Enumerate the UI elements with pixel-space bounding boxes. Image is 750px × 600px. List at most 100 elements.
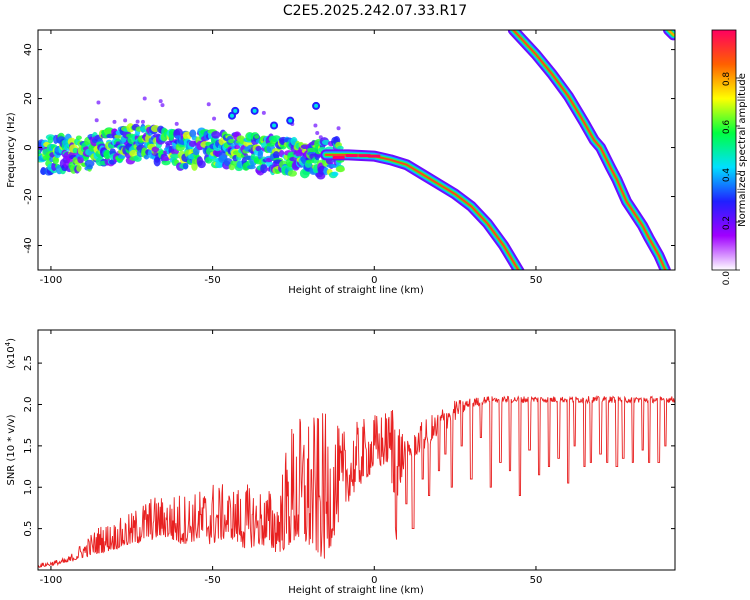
spectrogram-ridge bbox=[512, 30, 667, 270]
spectrogram-speck bbox=[123, 118, 128, 123]
spectrogram-cell bbox=[76, 164, 82, 172]
spectrogram-cell bbox=[257, 149, 263, 160]
spectrogram-cell bbox=[47, 136, 54, 144]
spectrogram-cell bbox=[75, 135, 82, 140]
colorbar-ticks: 0.0 0.2 0.4 0.6 0.8 bbox=[722, 72, 740, 286]
spectrogram-cell bbox=[211, 130, 221, 139]
spectrogram-cell bbox=[336, 145, 344, 151]
spectrogram-speck bbox=[315, 131, 320, 136]
snr-exponent-power: 4 bbox=[4, 341, 12, 346]
spectrogram-ridge-corner bbox=[663, 30, 675, 41]
colorbar-tick-label: 0.8 bbox=[722, 72, 732, 87]
spectrogram-speck bbox=[140, 119, 145, 124]
y-tick-label: 2.0 bbox=[23, 397, 34, 413]
colorbar-gradient bbox=[711, 29, 737, 271]
chart-title: C2E5.2025.242.07.33.R17 bbox=[283, 3, 467, 19]
colorbar: 0.0 0.2 0.4 0.6 0.8 Normalized spectral ampl… bbox=[711, 29, 748, 286]
spectrogram-hotspot bbox=[368, 154, 381, 158]
spectrogram-speck bbox=[158, 99, 163, 104]
spectrogram-cell bbox=[161, 160, 171, 166]
spectrogram-speck bbox=[174, 121, 179, 126]
spectrogram-hotspots bbox=[332, 154, 381, 159]
colorbar-tick-label: 0.0 bbox=[722, 271, 732, 286]
spectrogram-ridge bbox=[667, 30, 675, 36]
spectrogram-speck bbox=[94, 118, 99, 123]
x-tick-label: 50 bbox=[530, 275, 543, 286]
spectrogram-cell bbox=[143, 154, 150, 160]
spectrogram-cell bbox=[151, 146, 160, 153]
spectrogram-x-label: Height of straight line (km) bbox=[288, 285, 424, 296]
snr-x-axis: -100 -50 0 50 bbox=[40, 330, 543, 586]
spectrogram-cell bbox=[114, 134, 122, 139]
spectrogram-cell bbox=[260, 163, 268, 174]
spectrogram-x-axis: -100 -50 0 50 bbox=[40, 30, 543, 286]
x-tick-label: -50 bbox=[204, 275, 220, 286]
spectrogram-hotspot bbox=[358, 154, 371, 158]
spectrogram-speck bbox=[142, 96, 147, 101]
spectrogram-blob-core bbox=[272, 123, 277, 128]
snr-exponent-close: ) bbox=[6, 338, 17, 342]
spectrogram-y-label: Frequency (Hz) bbox=[6, 112, 17, 188]
colorbar-tick-label: 0.2 bbox=[722, 216, 732, 230]
spectrogram-cell bbox=[67, 137, 76, 146]
spectrogram-cell bbox=[234, 144, 241, 150]
spectrogram-speck bbox=[336, 126, 341, 131]
spectrogram-cell bbox=[161, 156, 171, 161]
spectrogram-speck bbox=[96, 100, 101, 105]
spectrogram-y-axis: -40 -20 0 20 40 bbox=[23, 43, 675, 254]
colorbar-tick-label: 0.6 bbox=[722, 120, 732, 135]
spectrogram-cell bbox=[84, 159, 95, 168]
snr-exponent-base: (x10 bbox=[6, 346, 17, 369]
y-tick-label: 0.5 bbox=[23, 521, 34, 537]
spectrogram-hotspot bbox=[332, 155, 345, 159]
spectrogram-layer bbox=[38, 30, 675, 270]
spectrogram-speck bbox=[313, 123, 318, 128]
spectrogram-cell bbox=[331, 171, 339, 177]
spectrogram-frame bbox=[37, 29, 676, 271]
x-tick-label: 50 bbox=[530, 575, 543, 586]
y-tick-label: 40 bbox=[23, 43, 34, 56]
x-tick-label: -100 bbox=[40, 575, 63, 586]
spectrogram-cell bbox=[287, 170, 298, 177]
colorbar-tick-label: 0.4 bbox=[722, 168, 732, 183]
y-tick-label: 1.0 bbox=[23, 479, 34, 495]
spectrogram-blob-core bbox=[233, 108, 238, 113]
snr-exponent: (x104) bbox=[4, 338, 17, 369]
spectrogram-blob-core bbox=[230, 113, 235, 118]
y-tick-label: 20 bbox=[23, 92, 34, 105]
spectrogram-cell bbox=[335, 166, 345, 173]
spectrogram-speck bbox=[135, 119, 140, 124]
spectrogram-cell bbox=[103, 149, 112, 160]
spectrogram-cell bbox=[197, 160, 206, 169]
y-tick-label: 0 bbox=[23, 144, 34, 150]
spectrogram-blob-core bbox=[314, 103, 319, 108]
spectrogram-panel: -100 -50 0 50 -40 -20 0 20 40 Height of straigh… bbox=[6, 29, 676, 296]
spectrogram-cell bbox=[170, 153, 180, 159]
snr-y-label: SNR (10 * v/v) bbox=[6, 414, 17, 485]
spectrogram-blob-core bbox=[252, 108, 257, 113]
spectrogram-cell bbox=[173, 128, 183, 137]
snr-series-line bbox=[38, 395, 675, 569]
spectrogram-cell bbox=[117, 154, 126, 159]
x-tick-label: 0 bbox=[371, 575, 377, 586]
spectrogram-cell bbox=[182, 162, 189, 170]
snr-x-label: Height of straight line (km) bbox=[288, 585, 424, 596]
y-tick-label: 2.5 bbox=[23, 355, 34, 371]
spectrogram-speck bbox=[112, 119, 117, 124]
x-tick-label: -50 bbox=[204, 575, 220, 586]
spectrogram-blob-core bbox=[288, 118, 293, 123]
spectrogram-cell bbox=[52, 157, 60, 165]
spectrogram-speck bbox=[160, 103, 165, 108]
spectrogram-cell bbox=[72, 147, 79, 154]
snr-panel: -100 -50 0 50 0.5 1.0 1.5 2.0 2.5 Height of str… bbox=[4, 329, 676, 596]
spectrogram-cell bbox=[51, 162, 57, 171]
snr-layer bbox=[38, 395, 675, 569]
snr-y-axis: 0.5 1.0 1.5 2.0 2.5 bbox=[23, 355, 675, 537]
snr-frame bbox=[37, 329, 676, 571]
spectrogram-speck bbox=[206, 102, 211, 107]
y-tick-label: -40 bbox=[23, 237, 34, 253]
x-tick-label: -100 bbox=[40, 275, 63, 286]
y-tick-label: 1.5 bbox=[23, 438, 34, 454]
spectrogram-speck bbox=[212, 116, 217, 121]
